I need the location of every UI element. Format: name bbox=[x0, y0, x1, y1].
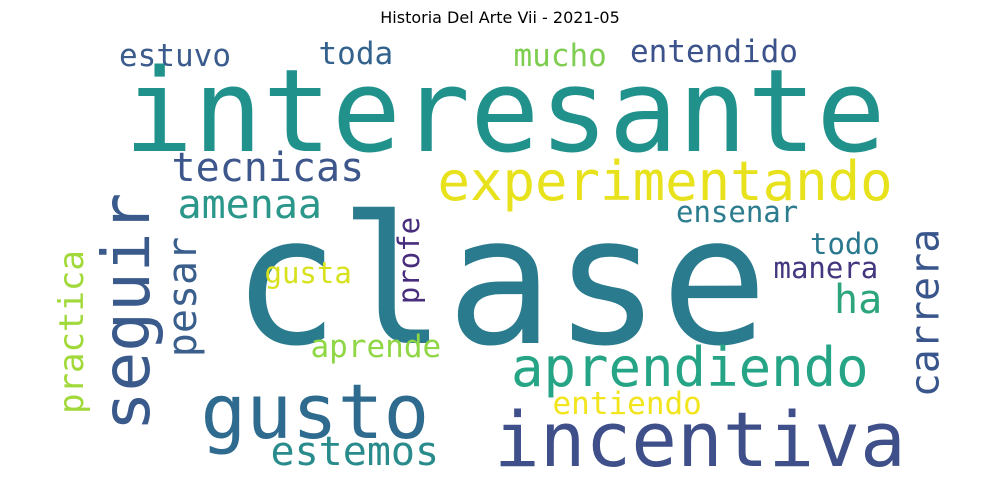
word-gusto: gusto bbox=[200, 367, 430, 456]
word-todo: todo bbox=[810, 226, 880, 261]
word-entendido: entendido bbox=[630, 33, 798, 70]
word-clase: clase bbox=[232, 178, 768, 385]
word-practica: practica bbox=[51, 250, 92, 414]
word-estemos: estemos bbox=[270, 429, 440, 475]
word-amenaa: amenaa bbox=[177, 182, 323, 228]
word-interesante: interesante bbox=[124, 44, 886, 179]
word-incentiva: incentiva bbox=[494, 395, 906, 484]
word-gusta: gusta bbox=[264, 255, 352, 290]
word-experimentando: experimentando bbox=[437, 150, 893, 213]
word-ensenar: ensenar bbox=[676, 194, 799, 229]
word-seguir: seguir bbox=[88, 192, 166, 432]
word-ha: ha bbox=[834, 277, 883, 323]
word-carrera: carrera bbox=[901, 228, 948, 398]
word-entiendo: entiendo bbox=[552, 385, 702, 422]
chart-title: Historia Del Arte Vii - 2021-05 bbox=[380, 8, 620, 27]
word-profe: profe bbox=[391, 216, 426, 304]
word-aprende: aprende bbox=[310, 328, 442, 365]
word-tecnicas: tecnicas bbox=[171, 145, 365, 191]
word-estuvo: estuvo bbox=[119, 37, 231, 74]
word-pesar: pesar bbox=[160, 236, 207, 358]
word-mucho: mucho bbox=[513, 37, 607, 74]
word-manera: manera bbox=[773, 250, 879, 285]
word-aprendiendo: aprendiendo bbox=[511, 336, 869, 399]
word-toda: toda bbox=[318, 35, 394, 72]
